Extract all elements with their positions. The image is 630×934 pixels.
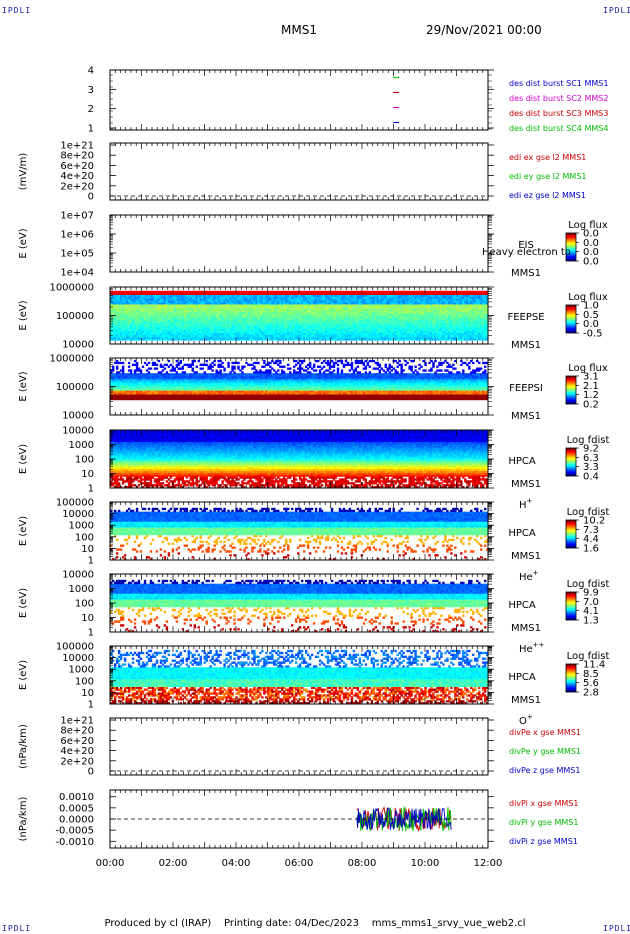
panel-edi-ytick-label: 8e+20	[60, 151, 94, 162]
panel-eis-spacecraft-label: MMS1	[511, 268, 541, 279]
panel-edi-frame	[110, 143, 488, 200]
panel-edi-legend-y: edi ey gse l2 MMS1	[509, 172, 587, 181]
panel-edi-legend-z: edi ez gse l2 MMS1	[509, 191, 586, 200]
panel-eis-colorbar-label: 0.0	[583, 257, 599, 268]
panel-edi-legend-x: edi ex gse l2 MMS1	[509, 153, 586, 162]
legend-burst-mms4: des dist burst SC4 MMS4	[509, 124, 608, 133]
summary-plot: 1 2 3 4 des dist burst SC1 MMS1 des dist burs…	[0, 0, 630, 934]
panel-eis-ytick-label: 1e+07	[60, 211, 94, 222]
panel-burst	[393, 78, 399, 123]
panel-edi-ylabel: (mV/m)	[18, 153, 29, 191]
panel-eis-ytick-label: 1e+05	[60, 249, 94, 260]
panel-eis-ytick-label: 1e+04	[60, 268, 94, 279]
legend-burst-mms1: des dist burst SC1 MMS1	[509, 79, 608, 88]
panel-edi-ytick-label: 2e+20	[60, 181, 94, 192]
panel-burst-ytick-label: 1	[88, 124, 94, 135]
panel-eis-ytick-label: 1e+06	[60, 230, 94, 241]
panel-edi-ytick-label: 1e+21	[60, 141, 94, 152]
panel-edi-ytick-label: 4e+20	[60, 171, 94, 182]
panel-burst-ytick-label: 4	[88, 66, 94, 77]
panel-feepse	[110, 291, 488, 341]
legend-burst-mms3: des dist burst SC3 MMS3	[509, 109, 608, 118]
panel-eis-overlay-label: Heavy electron to	[482, 247, 571, 258]
panel-eis-frame	[110, 215, 488, 272]
panel-burst-ytick-label: 2	[88, 104, 94, 115]
panel-eis-ylabel: E (eV)	[18, 228, 29, 258]
legend-burst-mms2: des dist burst SC2 MMS2	[509, 94, 608, 103]
panel-edi-ytick-label: 6e+20	[60, 161, 94, 172]
panel-burst-ytick-label: 3	[88, 85, 94, 96]
panel-edi-ytick-label: 0	[88, 192, 94, 203]
panel-burst-frame	[110, 70, 488, 130]
